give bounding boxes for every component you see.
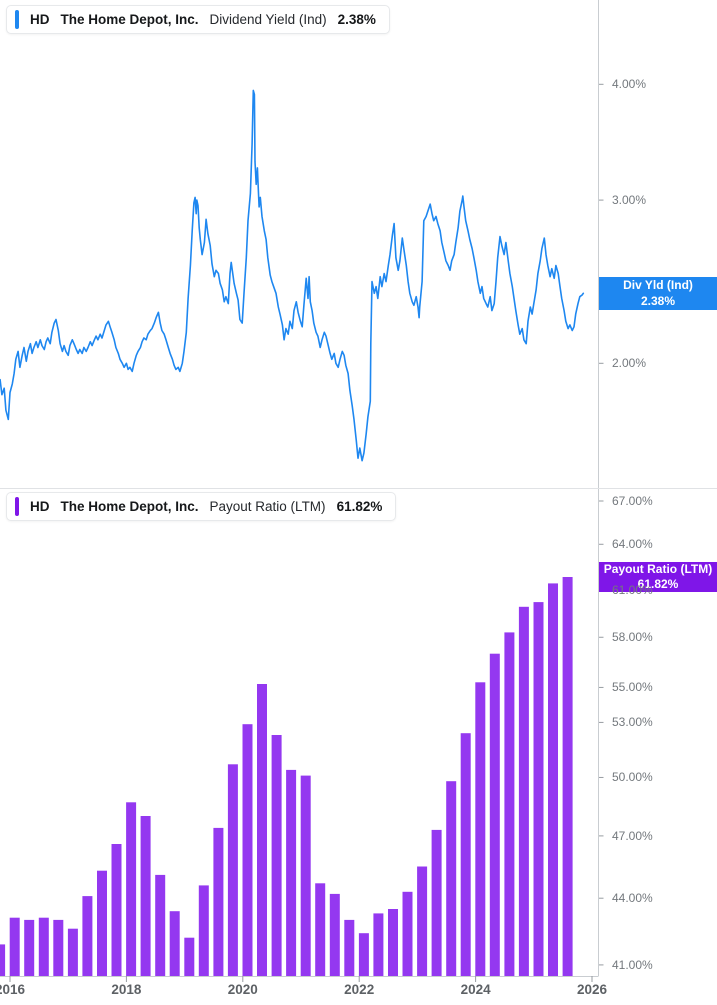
payout-ratio-bar — [155, 874, 166, 976]
payout-ratio-bar — [344, 919, 355, 976]
payout-ratio-bar — [504, 632, 515, 976]
dividend-yield-line — [0, 89, 585, 462]
payout-ratio-bar — [518, 606, 529, 976]
payout-ratio-bar — [271, 735, 282, 976]
payout-ratio-bar — [140, 816, 151, 976]
payout-ratio-bar — [111, 844, 122, 976]
payout-ratio-bar — [82, 896, 93, 976]
payout-ratio-y-tick-label: 53.00% — [612, 715, 653, 730]
metric-name: Payout Ratio (LTM) — [209, 499, 326, 514]
ticker-symbol: HD — [30, 12, 50, 27]
payout-ratio-bar — [358, 933, 369, 976]
payout-ratio-bar — [417, 866, 428, 976]
payout-ratio-badge-label: Payout Ratio (LTM) — [603, 561, 713, 576]
payout-ratio-bar — [402, 891, 413, 976]
payout-ratio-bar — [184, 937, 195, 976]
dividend-yield-y-tick-label: 3.00% — [612, 193, 647, 208]
payout-ratio-bar — [53, 919, 64, 976]
payout-ratio-bar — [300, 775, 311, 976]
payout-ratio-bar — [242, 724, 253, 976]
payout-ratio-y-tick-label: 50.00% — [612, 770, 653, 785]
payout-ratio-bar — [126, 802, 137, 976]
metric-value: 2.38% — [337, 12, 376, 27]
dividend-yield-legend-color-bar — [15, 10, 19, 29]
payout-ratio-y-tick-label: 44.00% — [612, 891, 653, 906]
payout-ratio-bar — [198, 885, 209, 976]
payout-ratio-y-tick-label: 47.00% — [612, 828, 653, 843]
payout-ratio-bar — [388, 909, 398, 976]
payout-ratio-bar — [286, 769, 297, 976]
payout-ratio-bar — [257, 684, 267, 976]
payout-ratio-bar — [533, 602, 544, 976]
payout-ratio-bar — [315, 883, 326, 976]
payout-ratio-bar — [373, 913, 384, 976]
x-axis-year-label: 2016 — [0, 982, 26, 997]
payout-ratio-bar — [475, 682, 486, 976]
x-axis-year-label: 2026 — [576, 982, 608, 997]
payout-ratio-bar — [431, 829, 442, 976]
payout-ratio-bar — [24, 919, 35, 976]
payout-ratio-bar — [213, 827, 224, 976]
payout-ratio-badge-value: 61.82% — [637, 577, 679, 591]
ticker-symbol: HD — [30, 499, 50, 514]
payout-ratio-bar — [460, 733, 471, 976]
dividend-yield-badge-label: Div Yld (Ind) — [623, 278, 693, 293]
dividend-yield-y-tick-label: 2.00% — [612, 356, 647, 371]
payout-ratio-y-tick-label: 58.00% — [612, 630, 653, 645]
metric-name: Dividend Yield (Ind) — [209, 12, 327, 27]
payout-ratio-bar — [0, 944, 6, 976]
dividend-yield-badge-value: 2.38% — [640, 293, 676, 308]
x-axis-year-label: 2022 — [344, 982, 375, 997]
payout-ratio-bar — [227, 764, 238, 976]
x-axis-year-label: 2024 — [460, 982, 491, 997]
payout-ratio-bar — [38, 917, 49, 976]
dividend-yield-y-tick-label: 4.00% — [612, 77, 647, 92]
payout-ratio-y-tick-label: 55.00% — [612, 680, 653, 695]
dividend-yield-axis-badge: Div Yld (Ind) 2.38% — [599, 277, 717, 310]
payout-ratio-y-tick-label: 41.00% — [612, 957, 653, 972]
payout-ratio-axis-badge: Payout Ratio (LTM) 61.82% — [599, 562, 717, 592]
company-name: The Home Depot, Inc. — [60, 499, 199, 514]
payout-ratio-bar — [489, 653, 500, 976]
payout-ratio-bar — [562, 577, 573, 976]
dividend-yield-legend[interactable]: HD The Home Depot, Inc. Dividend Yield (… — [6, 5, 390, 34]
metric-value: 61.82% — [336, 499, 383, 514]
payout-ratio-bar — [67, 928, 78, 976]
payout-ratio-bar — [329, 893, 340, 976]
payout-ratio-y-tick-label: 61.00% — [612, 582, 653, 597]
x-axis-year-label: 2020 — [227, 982, 258, 997]
company-name: The Home Depot, Inc. — [60, 12, 199, 27]
payout-ratio-bar — [548, 583, 558, 976]
payout-ratio-bar — [446, 781, 457, 976]
payout-ratio-y-tick-label: 64.00% — [612, 537, 653, 552]
payout-ratio-y-tick-label: 67.00% — [612, 494, 653, 508]
x-axis-year-label: 2018 — [111, 982, 142, 997]
payout-ratio-bar — [169, 911, 180, 976]
payout-ratio-legend-color-bar — [15, 497, 19, 516]
payout-ratio-legend[interactable]: HD The Home Depot, Inc. Payout Ratio (LT… — [6, 492, 397, 521]
payout-ratio-bar — [9, 917, 20, 976]
payout-ratio-bar — [97, 870, 107, 976]
